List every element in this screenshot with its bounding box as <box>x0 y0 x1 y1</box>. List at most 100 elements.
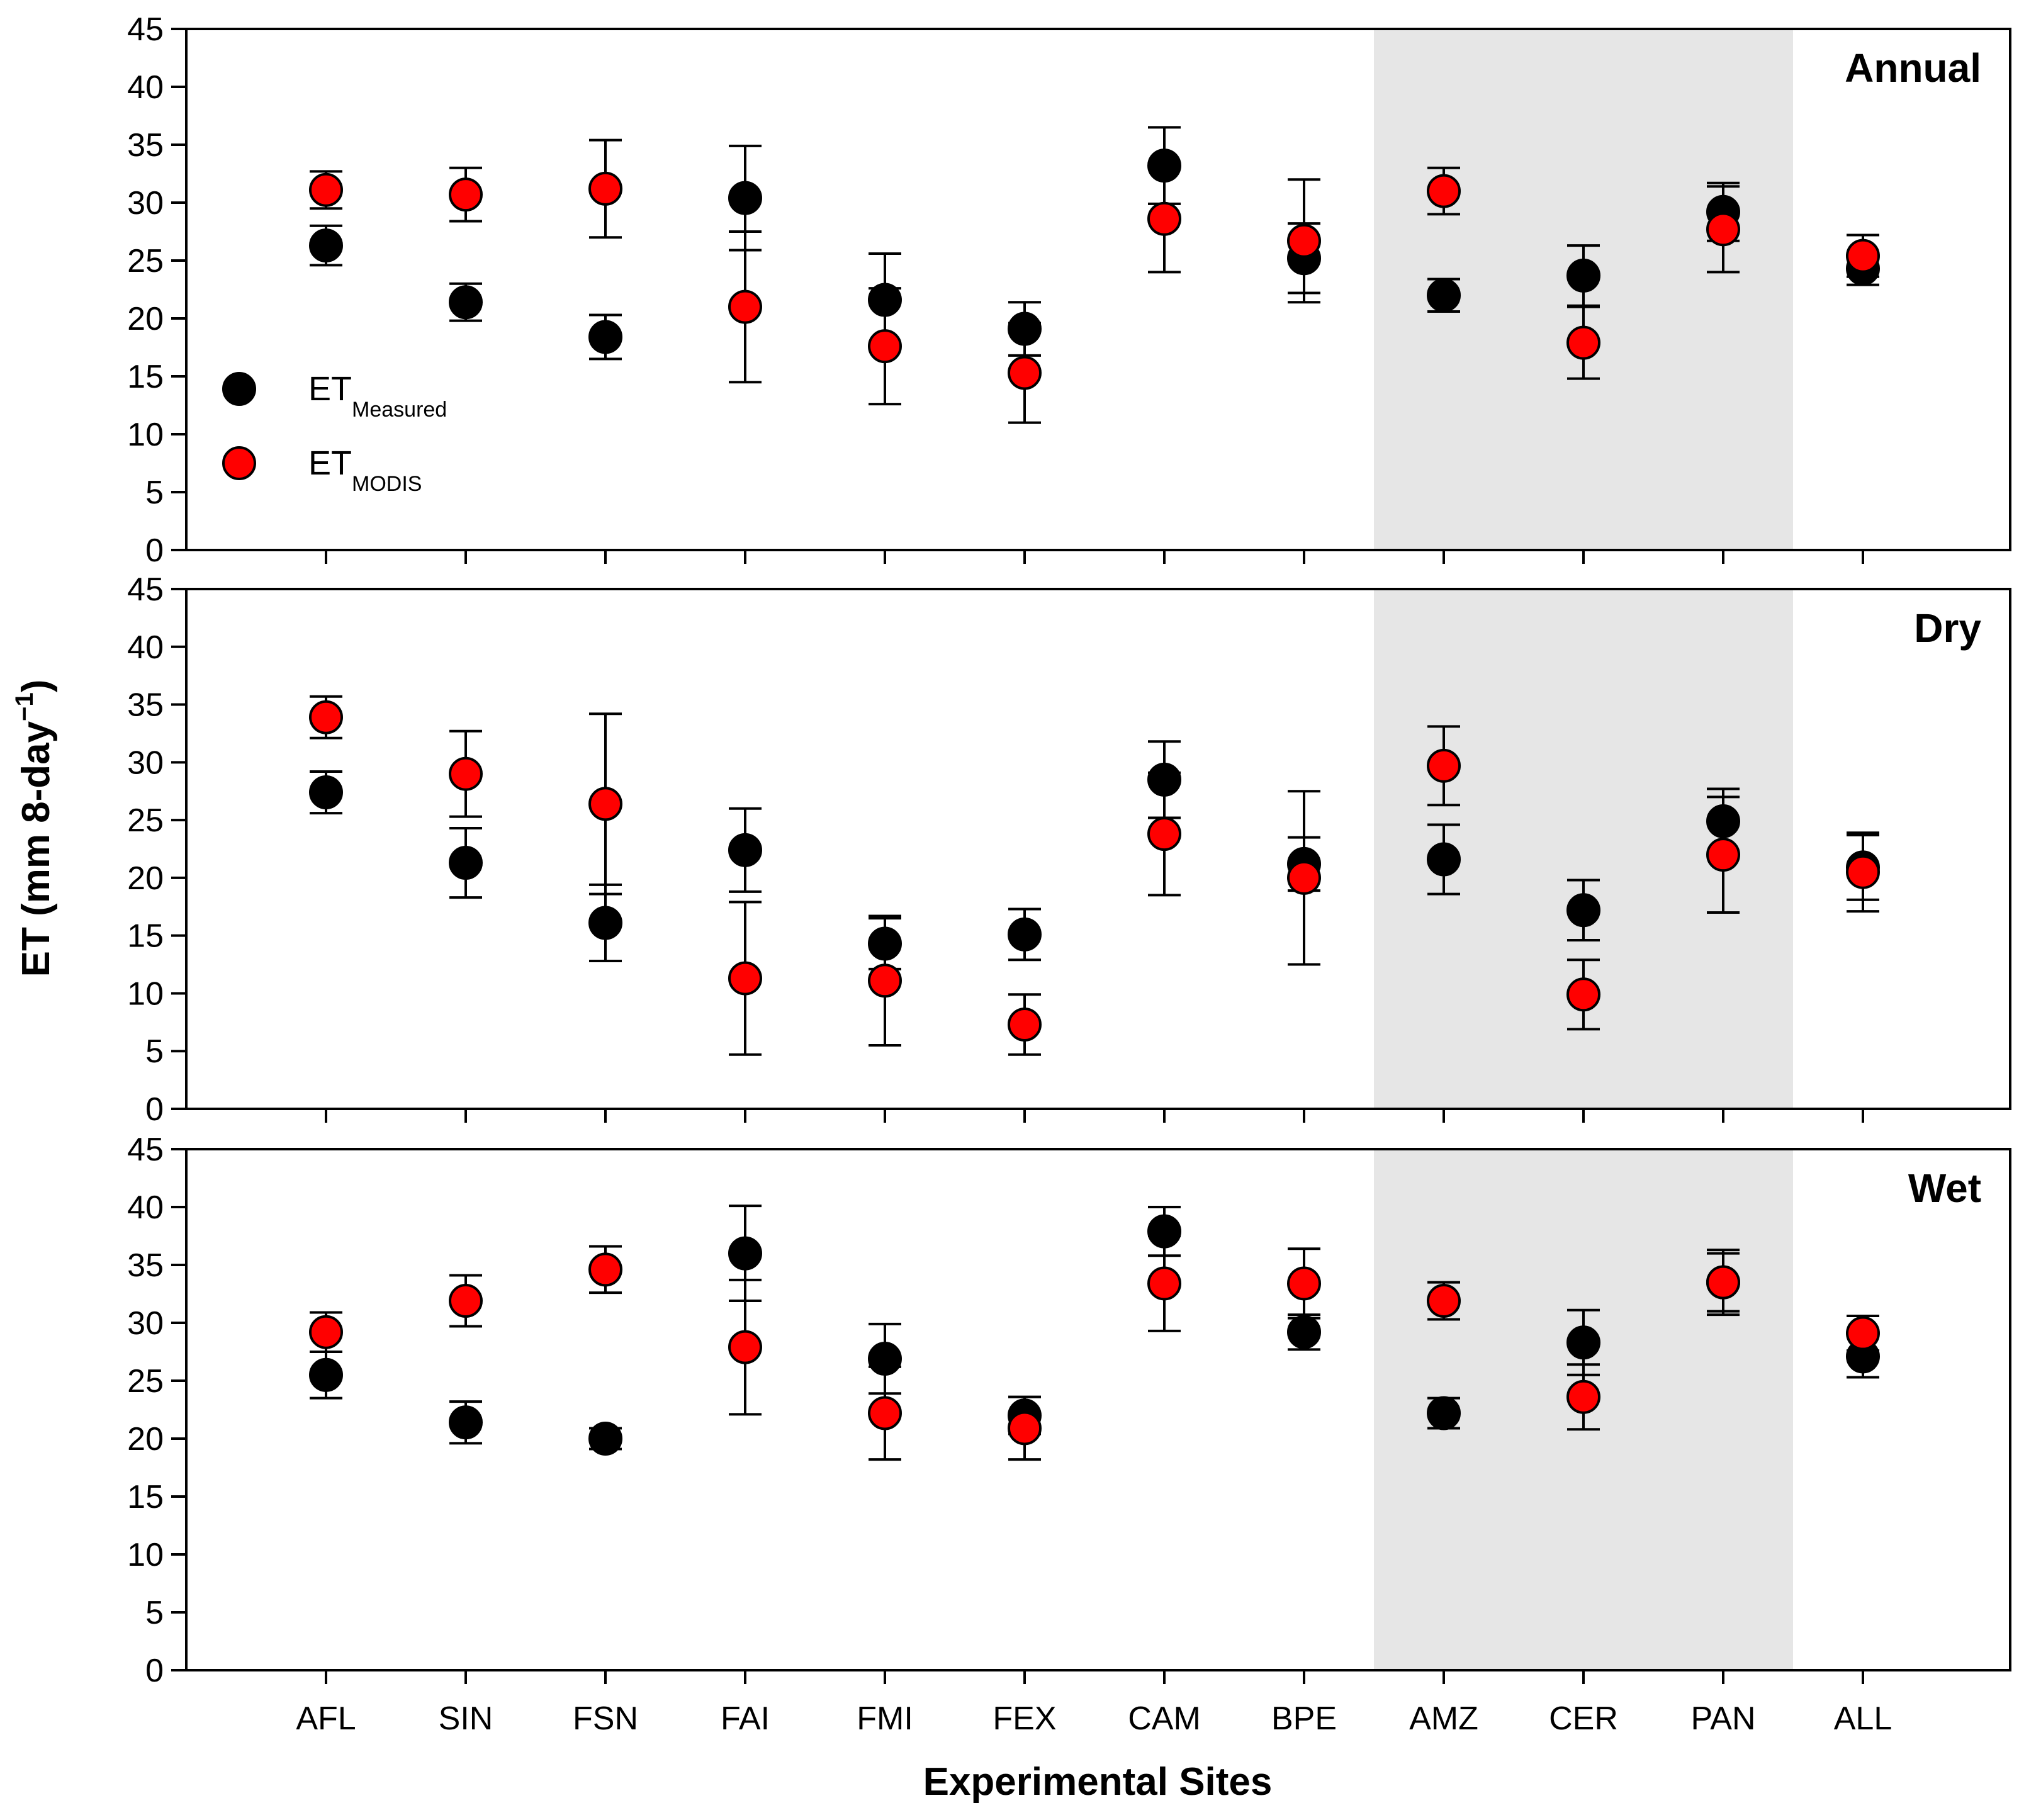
y-tick-label: 5 <box>145 475 164 511</box>
category-label-cam: CAM <box>1128 1700 1201 1737</box>
data-point-modis <box>588 1252 622 1287</box>
data-point-modis <box>1846 1316 1880 1351</box>
panel-wet: 0 5 10 15 20 25 30 35 40 45 Wet <box>127 1132 2011 1689</box>
data-point-modis <box>449 177 483 212</box>
data-point-modis <box>1427 748 1461 783</box>
category-label-sin: SIN <box>439 1700 493 1737</box>
category-label-fai: FAI <box>721 1700 770 1737</box>
data-point-modis <box>868 963 902 998</box>
data-point-measured <box>1427 278 1461 313</box>
y-tick-label: 20 <box>127 301 164 337</box>
y-tick-label: 25 <box>127 802 164 839</box>
y-tick-label: 40 <box>127 69 164 106</box>
y-tick-label: 45 <box>127 1132 164 1168</box>
legend: ETMeasured ETMODIS <box>222 370 447 496</box>
y-tick-label: 10 <box>127 1537 164 1573</box>
data-point-measured <box>1566 1325 1600 1360</box>
data-point-modis <box>1706 838 1740 872</box>
panel-annual: 0 5 10 15 20 25 30 35 40 45 Annual ETMeasured ETMODI… <box>127 11 2011 569</box>
data-point-measured <box>728 1236 762 1271</box>
data-point-modis <box>1427 1284 1461 1318</box>
legend-marker-modis <box>222 446 256 480</box>
y-tick-label: 15 <box>127 359 164 395</box>
data-point-measured <box>309 775 343 810</box>
data-point-modis <box>1846 239 1880 273</box>
data-point-modis <box>1008 1411 1042 1446</box>
data-point-modis <box>1566 977 1600 1012</box>
y-tick-label: 15 <box>127 918 164 955</box>
legend-label-modis: ETMODIS <box>308 444 422 496</box>
data-point-measured <box>1566 258 1600 293</box>
y-tick-label: 10 <box>127 975 164 1012</box>
y-tick-label: 25 <box>127 1363 164 1400</box>
panel-dry: 0 5 10 15 20 25 30 35 40 45 Dry <box>127 571 2011 1128</box>
data-point-modis <box>449 756 483 791</box>
data-point-modis <box>1846 855 1880 889</box>
data-point-modis <box>1566 325 1600 360</box>
y-tick-label: 40 <box>127 1189 164 1226</box>
data-point-modis <box>1008 356 1042 390</box>
data-point-modis <box>868 1396 902 1430</box>
data-point-modis <box>728 289 762 324</box>
data-point-measured <box>309 228 343 263</box>
data-point-modis <box>309 1315 343 1349</box>
category-label-amz: AMZ <box>1409 1700 1478 1737</box>
legend-label-measured: ETMeasured <box>308 370 447 422</box>
category-label-all: ALL <box>1834 1700 1892 1737</box>
series-measured <box>309 1205 1880 1456</box>
data-point-modis <box>1427 174 1461 208</box>
y-tick-label: 5 <box>145 1595 164 1631</box>
panel-frame <box>185 28 2011 551</box>
y-tick-label: 30 <box>127 1305 164 1342</box>
series-modis <box>309 1235 1880 1461</box>
data-point-modis <box>588 171 622 206</box>
data-point-modis <box>309 172 343 207</box>
data-point-modis <box>1706 212 1740 247</box>
data-point-modis <box>728 1330 762 1364</box>
category-label-fex: FEX <box>993 1700 1056 1737</box>
panels-layer: 0 5 10 15 20 25 30 35 40 45 Annual ETMeasured ETMODI… <box>127 11 2011 1689</box>
legend-subscript-measured: Measured <box>352 398 447 422</box>
legend-subscript-modis: MODIS <box>352 472 422 496</box>
y-axis-title-main: ET (mm 8-day <box>14 721 58 977</box>
data-point-measured <box>449 1405 483 1440</box>
panel-frame <box>185 588 2011 1110</box>
data-point-modis <box>728 961 762 996</box>
y-tick-label: 35 <box>127 1247 164 1284</box>
panel-title: Dry <box>1914 605 1981 651</box>
data-point-measured <box>449 285 483 320</box>
data-point-modis <box>1147 817 1181 851</box>
data-point-measured <box>1566 893 1600 928</box>
category-label-bpe: BPE <box>1271 1700 1337 1737</box>
panel-frame <box>185 1148 2011 1671</box>
y-tick-label: 45 <box>127 571 164 608</box>
y-tick-label: 0 <box>145 1091 164 1128</box>
data-point-measured <box>449 846 483 880</box>
y-tick-label: 0 <box>145 1653 164 1689</box>
y-tick-label: 35 <box>127 687 164 724</box>
data-point-measured <box>1427 1396 1461 1430</box>
data-point-measured <box>588 1422 622 1456</box>
data-point-measured <box>728 833 762 867</box>
category-label-afl: AFL <box>296 1700 356 1737</box>
data-point-modis <box>1566 1379 1600 1414</box>
data-point-modis <box>1008 1008 1042 1042</box>
legend-marker-measured <box>222 372 256 406</box>
y-tick-label: 10 <box>127 417 164 453</box>
y-tick-label: 40 <box>127 629 164 666</box>
category-label-fmi: FMI <box>857 1700 913 1737</box>
y-tick-label: 20 <box>127 1421 164 1458</box>
category-axis-labels: AFL SIN FSN FAI FMI FEX CAM BPE AMZ CER PAN ALL <box>296 1700 1892 1737</box>
data-point-measured <box>728 181 762 215</box>
data-point-measured <box>588 906 622 940</box>
panel-title: Wet <box>1908 1166 1981 1211</box>
data-point-measured <box>1008 917 1042 952</box>
data-point-measured <box>1287 1315 1321 1349</box>
data-point-modis <box>1287 1266 1321 1301</box>
data-point-modis <box>1287 223 1321 258</box>
data-point-modis <box>1287 860 1321 895</box>
data-point-modis <box>588 787 622 821</box>
y-tick-label: 30 <box>127 744 164 781</box>
y-tick-label: 20 <box>127 860 164 897</box>
